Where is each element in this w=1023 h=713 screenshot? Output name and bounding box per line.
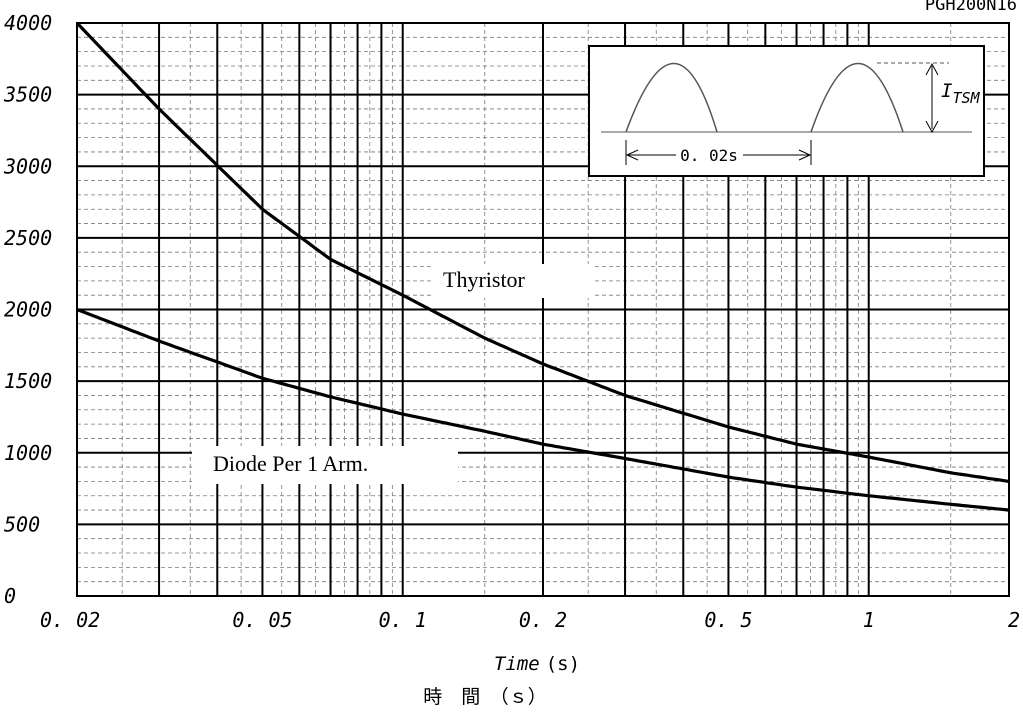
y-tick-label: 1000 xyxy=(4,441,52,465)
y-tick-label: 3000 xyxy=(3,154,52,178)
x-axis-title: Time (s) xyxy=(494,653,580,675)
inset-itsm-main: I xyxy=(941,80,952,102)
x-tick-label: 1 xyxy=(863,608,875,632)
y-tick-label: 3500 xyxy=(3,83,52,107)
x-axis-title-unit: (s) xyxy=(546,653,580,675)
inset-itsm-label: ITSM xyxy=(941,80,981,107)
inset-period-arrowhead-left xyxy=(625,149,639,161)
inset-itsm-sub: TSM xyxy=(952,89,980,107)
inset-period-arrowhead-right xyxy=(798,149,812,161)
model-label: PGH200N16 xyxy=(925,0,1017,15)
x-tick-label: 0. 5 xyxy=(704,608,752,632)
diode-curve xyxy=(76,308,1010,512)
x-tick-label: 0. 05 xyxy=(232,608,292,632)
thyristor-label: Thyristor xyxy=(443,267,526,292)
y-tick-label: 2000 xyxy=(4,298,52,322)
thyristor-curve xyxy=(75,21,1010,483)
y-tick-labels: 0 500 1000 1500 2000 2500 3000 3500 4000 xyxy=(3,11,52,608)
inset-period-label: 0. 02s xyxy=(680,146,738,165)
x-tick-label: 0. 02 xyxy=(40,608,100,632)
inset-amplitude-arrowhead-up xyxy=(925,62,939,76)
x-axis-title-italic: Time xyxy=(494,653,540,675)
y-tick-label: 2500 xyxy=(4,226,52,250)
y-tick-label: 4000 xyxy=(4,11,52,35)
y-tick-label: 0 xyxy=(4,584,16,608)
inset-amplitude-arrowhead-down xyxy=(925,120,939,134)
y-tick-label: 1500 xyxy=(4,369,52,393)
y-tick-label: 500 xyxy=(4,512,40,536)
x-axis-title-jp: 時 間 （ｓ） xyxy=(423,686,547,708)
x-tick-labels: 0. 02 0. 05 0. 1 0. 2 0. 5 1 2 xyxy=(40,608,1020,632)
diode-label: Diode Per 1 Arm. xyxy=(213,451,368,476)
thyristor-label-bg xyxy=(432,264,594,298)
series-lines xyxy=(75,21,1010,512)
x-tick-label: 2 xyxy=(1008,608,1020,632)
inset-half-sine-1 xyxy=(625,63,718,133)
waveform-inset: ITSM 0. 02s xyxy=(588,45,985,177)
inset-half-sine-2 xyxy=(810,63,904,133)
x-tick-label: 0. 1 xyxy=(379,608,427,632)
x-tick-label: 0. 2 xyxy=(519,608,567,632)
diode-label-bg xyxy=(192,446,458,484)
inset-frame xyxy=(588,45,985,177)
